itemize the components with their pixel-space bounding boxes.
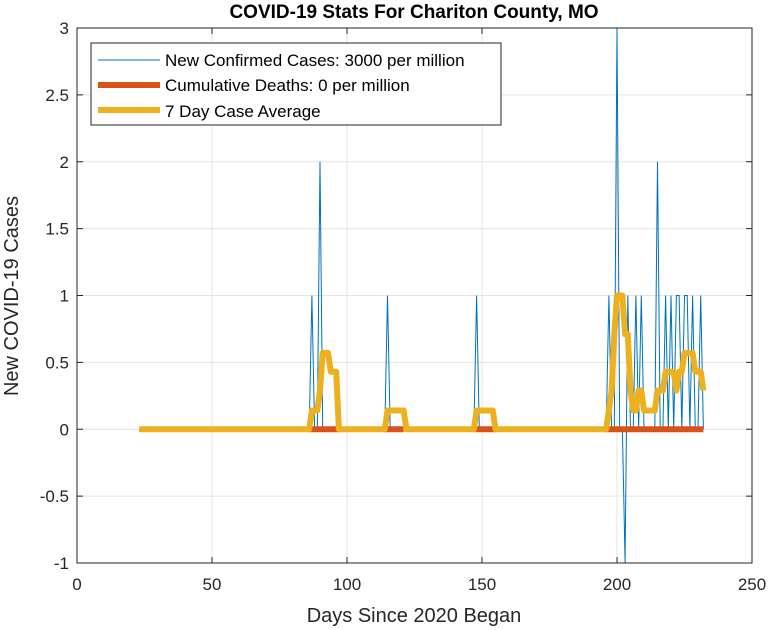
chart-title: COVID-19 Stats For Chariton County, MO: [229, 2, 598, 23]
y-tick-label: 2.5: [45, 86, 69, 105]
legend-label-average: 7 Day Case Average: [165, 102, 321, 121]
y-tick-label: 1.5: [45, 220, 69, 239]
x-tick-label: 0: [72, 575, 81, 594]
plot-frame: [76, 27, 753, 564]
x-tick-label: 200: [603, 575, 631, 594]
y-tick-label: 0.5: [45, 353, 69, 372]
x-axis-label: Days Since 2020 Began: [307, 605, 522, 627]
y-tick-label: -1: [54, 554, 69, 573]
y-tick-label: 3: [60, 19, 69, 38]
y-axis-label: New COVID-19 Cases: [1, 196, 23, 396]
legend-label-new-cases: New Confirmed Cases: 3000 per million: [165, 51, 465, 70]
y-tick-label: 0: [60, 420, 69, 439]
y-tick-label: 1: [60, 287, 69, 306]
x-tick-label: 50: [203, 575, 222, 594]
series-layer: [139, 28, 707, 563]
y-tick-label: 2: [60, 153, 69, 172]
x-tick-label: 100: [333, 575, 361, 594]
x-tick-label: 150: [468, 575, 496, 594]
x-tick-label: 250: [738, 575, 766, 594]
series-average-line: [139, 292, 707, 433]
legend-label-deaths: Cumulative Deaths: 0 per million: [165, 76, 410, 95]
y-tick-label: -0.5: [40, 487, 69, 506]
series-new-cases-line: [139, 28, 704, 563]
legend: New Confirmed Cases: 3000 per million Cu…: [90, 42, 502, 126]
